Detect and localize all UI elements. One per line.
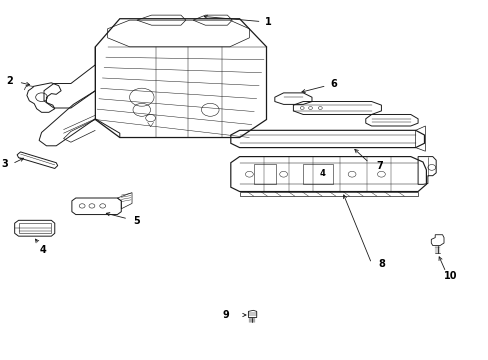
Text: 4: 4: [319, 169, 325, 178]
Text: 1: 1: [264, 17, 271, 27]
Text: 9: 9: [222, 310, 229, 320]
Text: 8: 8: [377, 258, 384, 269]
Text: 10: 10: [443, 271, 457, 282]
Text: 7: 7: [376, 161, 383, 171]
Text: 2: 2: [6, 76, 13, 86]
Text: 3: 3: [1, 159, 8, 169]
Text: 5: 5: [133, 216, 140, 226]
Text: 6: 6: [329, 79, 336, 89]
Text: 4: 4: [40, 245, 46, 255]
